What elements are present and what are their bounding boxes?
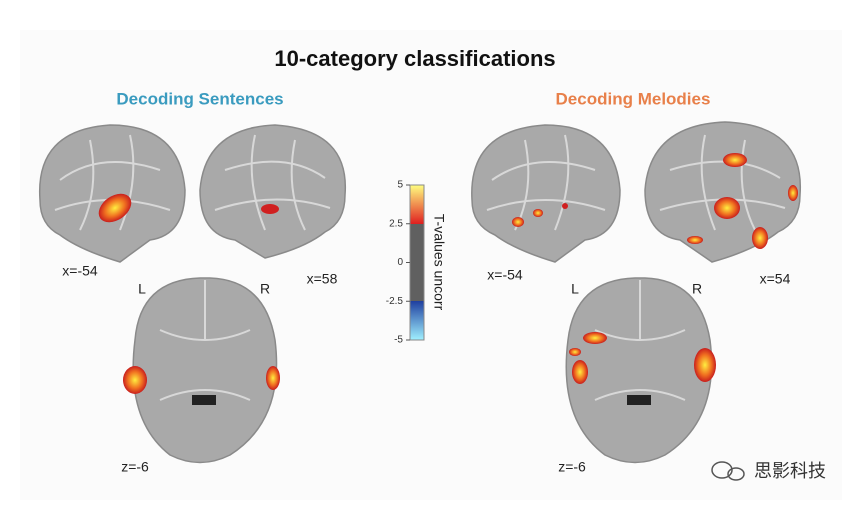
brain-sagittal [644,121,801,263]
coord-label: x=-54 [487,267,523,283]
colorbar-label: T-values uncorr [431,214,447,311]
watermark-icon [711,461,745,481]
brain-axial [123,277,280,464]
side-label: R [692,281,702,297]
colorbar-ticks: 5 2.5 0 -2.5 -5 [386,180,410,346]
coord-label: z=-6 [558,459,586,475]
coord-label: x=54 [760,271,791,287]
colorbar-tick-label: -2.5 [386,296,404,307]
brain-axial [565,277,716,464]
colorbar-tick-label: 0 [397,257,403,268]
coord-label: x=-54 [62,263,98,279]
side-label: R [260,281,270,297]
coord-label: x=58 [307,271,338,287]
colorbar-tick-label: 5 [397,180,403,191]
coord-label: z=-6 [121,459,149,475]
brain-sagittal [199,124,347,259]
panel-title: Decoding Sentences [116,89,283,108]
colorbar-tick-label: -5 [394,335,403,346]
brain-sagittal [38,124,186,263]
side-label: L [138,281,146,297]
title: 10-category classifications [274,46,555,71]
watermark: 思影科技 [754,461,826,482]
side-label: L [571,281,579,297]
colorbar [409,184,425,341]
panel-title: Decoding Melodies [556,89,711,108]
brain-sagittal [471,124,621,263]
colorbar-tick-label: 2.5 [389,218,403,229]
